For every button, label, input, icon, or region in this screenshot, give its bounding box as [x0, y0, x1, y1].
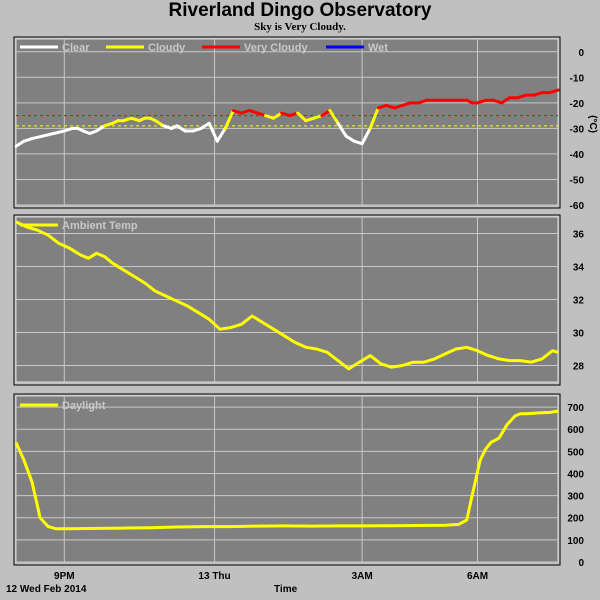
y-tick-label: 400: [567, 469, 584, 480]
sky-series-segment: [175, 124, 187, 133]
x-tick-label: 3AM: [352, 571, 373, 582]
sky-series: [14, 88, 560, 148]
y-tick-label: 600: [567, 425, 584, 436]
ambient-y-ticks: 36 34 32 30 28: [573, 230, 585, 373]
sky-legend: Clear Cloudy Very Cloudy Wet: [20, 42, 388, 54]
legend-label-ambient: Ambient Temp: [62, 220, 138, 232]
sky-series-segment: [41, 131, 56, 138]
daylight-plot-area: [15, 395, 559, 563]
y-tick-label: 36: [573, 230, 585, 241]
page-title: Riverland Dingo Observatory: [168, 0, 432, 21]
y-tick-label: 300: [567, 492, 584, 503]
y-tick-label: 28: [573, 362, 585, 373]
y-tick-label: 0: [578, 48, 584, 59]
legend-label-clear: Clear: [62, 42, 90, 54]
sky-series-segment: [328, 109, 340, 125]
y-tick-label: 34: [573, 263, 585, 274]
sky-series-segment: [336, 121, 348, 138]
sky-series-segment: [272, 111, 284, 120]
sky-series-segment: [500, 96, 512, 105]
sky-series-segment: [52, 129, 66, 135]
x-tick-label: 9PM: [54, 571, 75, 582]
sky-series-segment: [14, 139, 26, 148]
y-tick-label: 32: [573, 296, 585, 307]
sky-series-segment: [548, 88, 560, 95]
legend-label-cloudy: Cloudy: [148, 42, 186, 54]
sky-grid: [16, 39, 558, 206]
page-subtitle: Sky is Very Cloudy.: [254, 21, 346, 33]
y-tick-label: 200: [567, 514, 584, 525]
sky-y-ticks: 0 -10 -20 -30 -40 -50 -60: [570, 48, 585, 212]
x-tick-label: 13 Thu: [198, 571, 230, 582]
ambient-temp-line: [15, 220, 559, 371]
y-tick-label: -50: [570, 175, 585, 186]
sky-series-segment: [223, 109, 235, 130]
y-tick-label: 30: [573, 329, 585, 340]
y-tick-label: -20: [570, 99, 585, 110]
ambient-panel: 36 34 32 30 28 Ambient Temp: [13, 214, 585, 386]
sky-series-segment: [154, 119, 166, 128]
sky-plot-area: [15, 38, 559, 206]
sky-series-segment: [215, 126, 227, 143]
legend-label-very-cloudy: Very Cloudy: [244, 42, 308, 54]
sky-series-segment: [30, 134, 45, 141]
daylight-series: [14, 409, 559, 531]
sky-y-axis-label: (°C): [587, 115, 598, 133]
daylight-grid: [16, 396, 558, 563]
sky-series-segment: [368, 106, 380, 130]
sky-series-segment: [207, 121, 219, 143]
sky-panel: 0 -10 -20 -30 -40 -50 -60 (°C) Clear Cloudy Ve…: [13, 36, 598, 212]
y-tick-label: -30: [570, 124, 585, 135]
daylight-panel: 700 600 500 400 300 200 100 0 Daylight: [13, 393, 584, 569]
y-tick-label: -10: [570, 73, 585, 84]
x-axis-ticks: 9PM 13 Thu 3AM 6AM: [54, 571, 488, 582]
ambient-legend: Ambient Temp: [20, 220, 138, 232]
y-tick-label: 0: [578, 558, 584, 569]
daylight-line: [14, 409, 559, 531]
daylight-legend: Daylight: [20, 400, 106, 412]
sky-series-segment: [296, 111, 308, 123]
y-tick-label: -60: [570, 201, 585, 212]
y-tick-label: -40: [570, 150, 585, 161]
legend-label-wet: Wet: [368, 42, 388, 54]
ambient-grid: [16, 217, 558, 382]
sky-series-segment: [94, 124, 107, 133]
legend-label-daylight: Daylight: [62, 400, 106, 412]
sky-series-segment: [199, 121, 211, 130]
sky-series-segment: [320, 109, 332, 118]
x-axis-title: Time: [274, 584, 298, 595]
x-tick-label: 6AM: [467, 571, 488, 582]
daylight-y-ticks: 700 600 500 400 300 200 100 0: [567, 403, 584, 569]
y-tick-label: 500: [567, 447, 584, 458]
sky-series-segment: [344, 134, 356, 143]
y-tick-label: 700: [567, 403, 584, 414]
footer-date: 12 Wed Feb 2014: [6, 584, 87, 595]
ambient-series: [15, 220, 559, 371]
sky-series-segment: [360, 126, 372, 146]
y-tick-label: 100: [567, 536, 584, 547]
